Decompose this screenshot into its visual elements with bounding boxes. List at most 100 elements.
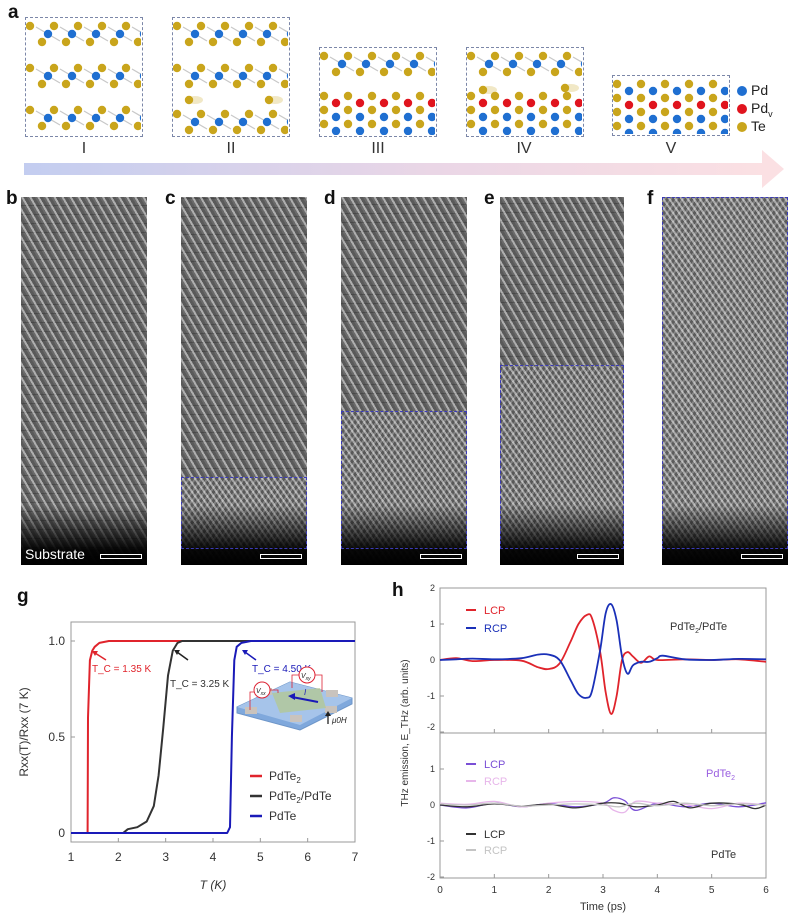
atom (478, 112, 488, 122)
series-line-pdte (71, 640, 355, 834)
panel-label-f: f (647, 188, 654, 209)
scale-bar (260, 554, 302, 559)
legend-label-pdte2: PdTe2 (269, 769, 301, 785)
atom (109, 37, 119, 47)
atom (696, 114, 706, 124)
atom (268, 21, 278, 31)
pd-vacancy-atom-icon (737, 104, 747, 114)
atom (562, 51, 572, 61)
atom (280, 37, 290, 47)
pdte-region-box (500, 365, 624, 549)
atom (624, 114, 634, 124)
atom (624, 128, 634, 138)
structure-stage-3 (319, 47, 451, 137)
atom (115, 29, 125, 39)
series-lines (71, 640, 355, 834)
atom (484, 59, 494, 69)
atom (49, 63, 59, 73)
panel-label-e: e (484, 188, 495, 209)
atom (684, 107, 694, 117)
atom (280, 125, 290, 135)
atom (391, 51, 401, 61)
scale-bar (741, 554, 783, 559)
atom (636, 93, 646, 103)
pdte-region-box (181, 477, 307, 549)
atom (478, 85, 488, 95)
atom (208, 125, 218, 135)
atom (624, 100, 634, 110)
x-tick-label: 2 (115, 850, 122, 864)
atom (648, 128, 658, 138)
atom (97, 105, 107, 115)
atom (636, 121, 646, 131)
atom (91, 29, 101, 39)
atom (343, 91, 353, 101)
atom (502, 112, 512, 122)
atom (415, 119, 425, 129)
atom (214, 71, 224, 81)
atom (73, 63, 83, 73)
legend-pdv-label: Pd (751, 100, 769, 116)
atom (196, 21, 206, 31)
atom (648, 100, 658, 110)
atom (490, 51, 500, 61)
current-arrowhead-icon (288, 693, 295, 700)
vxy-label: Vxy (301, 673, 311, 682)
scale-bar (420, 554, 462, 559)
atom (331, 112, 341, 122)
atom (85, 79, 95, 89)
atom (427, 67, 437, 77)
atom-lattice-stage-3 (319, 51, 451, 136)
substrate-label: Substrate (25, 546, 85, 562)
atom (672, 128, 682, 138)
contact-pad (245, 707, 257, 714)
atom (409, 59, 419, 69)
y-tick-label: -1 (427, 691, 435, 701)
atom (172, 63, 182, 73)
atom (361, 59, 371, 69)
atom (556, 59, 566, 69)
device-schematic-inset: I Vxx Vxy μ0H (236, 666, 353, 731)
wire (291, 674, 299, 688)
atom (562, 105, 572, 115)
atom (214, 29, 224, 39)
atom (337, 59, 347, 69)
atom (264, 95, 274, 105)
structure-stage-5 (612, 75, 730, 138)
atom (37, 121, 47, 131)
legend-te-label: Te (751, 118, 766, 134)
scale-bar (100, 554, 142, 559)
x-tick-label: 3 (600, 885, 606, 896)
tc-arrow-hetero (176, 651, 189, 661)
atom (208, 37, 218, 47)
atom (67, 113, 77, 123)
x-tick-label: 2 (546, 885, 552, 896)
atom (550, 126, 560, 136)
y-axis-title: Rxx(T)/Rxx (7 K) (17, 687, 31, 776)
pdte-region-box (341, 411, 467, 549)
tc-arrowhead-pdte2-icon (92, 651, 98, 656)
y-tick-label: 1.0 (48, 634, 65, 648)
subplot-label-pdte: PdTe (711, 849, 736, 861)
atom-lattice-stage-5 (612, 79, 730, 138)
atom (648, 114, 658, 124)
atom (343, 105, 353, 115)
atom (562, 119, 572, 129)
y-tick-label: 0 (430, 800, 435, 810)
atom (508, 59, 518, 69)
atom (532, 59, 542, 69)
atom (133, 37, 143, 47)
atom (478, 98, 488, 108)
atom (660, 79, 670, 89)
x-tick-label: 0 (437, 885, 443, 896)
lattice-texture-pdte2 (181, 197, 307, 477)
field-arrowhead-icon (325, 711, 331, 716)
y-axis-title: THz emission, E_THz (arb. units) (400, 659, 411, 806)
atom (73, 105, 83, 115)
atom (391, 105, 401, 115)
y-tick-label: -2 (427, 872, 435, 882)
atom (636, 79, 646, 89)
atom (49, 21, 59, 31)
contact-pad (326, 690, 338, 697)
atom (502, 98, 512, 108)
